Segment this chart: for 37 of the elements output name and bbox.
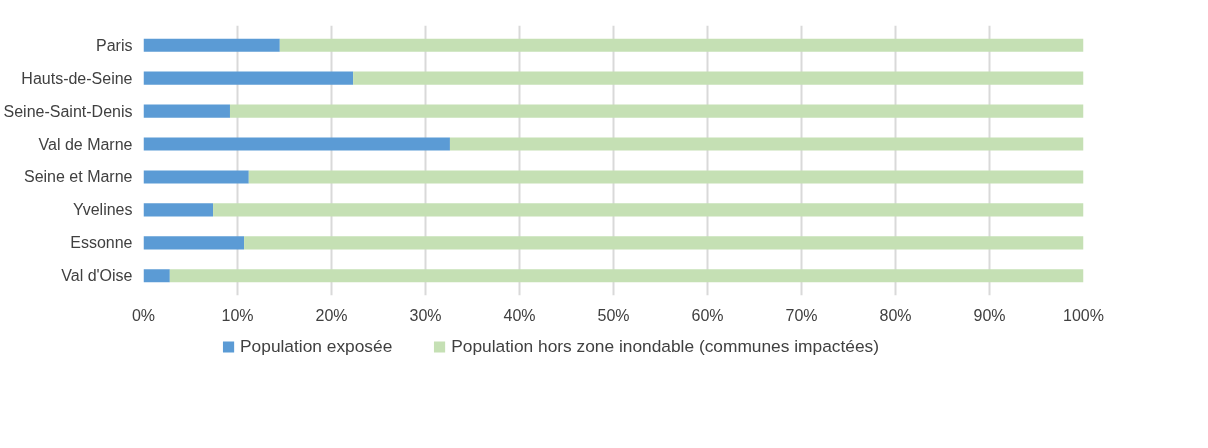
x-tick-label: 40% [503,306,536,324]
bar [353,71,1084,85]
bar [143,203,214,217]
x-tick-label: 100% [1063,306,1104,324]
x-tick-label: 80% [879,306,912,324]
y-tick-label: Val de Marne [38,135,133,153]
y-tick-label: Val d'Oise [61,267,133,285]
bar [143,38,280,52]
bar [143,236,245,250]
y-tick-label: Hauts-de-Seine [21,69,133,87]
legend-label: Population hors zone inondable (communes impactées) [451,335,879,357]
x-tick-label: 30% [409,306,442,324]
x-tick-label: 90% [973,306,1006,324]
bar [143,269,170,283]
bar [279,38,1084,52]
x-tick-label: 50% [597,306,630,324]
x-tick-label: 60% [691,306,724,324]
y-tick-label: Paris [96,36,133,54]
bar [248,170,1084,184]
y-tick-label: Essonne [70,234,133,252]
y-tick-label: Yvelines [72,201,133,219]
x-tick-label: 20% [315,306,348,324]
bar [213,203,1084,217]
y-tick-label: Seine et Marne [23,168,133,186]
y-tick-label: Seine-Saint-Denis [3,102,133,120]
bar [229,104,1084,118]
legend-label: Population exposée [240,335,393,357]
x-tick-label: 0% [131,306,156,324]
x-tick-label: 10% [221,306,254,324]
x-tick-label: 70% [785,306,818,324]
bar [169,269,1084,283]
bar [143,104,230,118]
bar [143,170,249,184]
bar [244,236,1084,250]
bar [143,71,354,85]
bar [449,137,1084,151]
bar [143,137,450,151]
